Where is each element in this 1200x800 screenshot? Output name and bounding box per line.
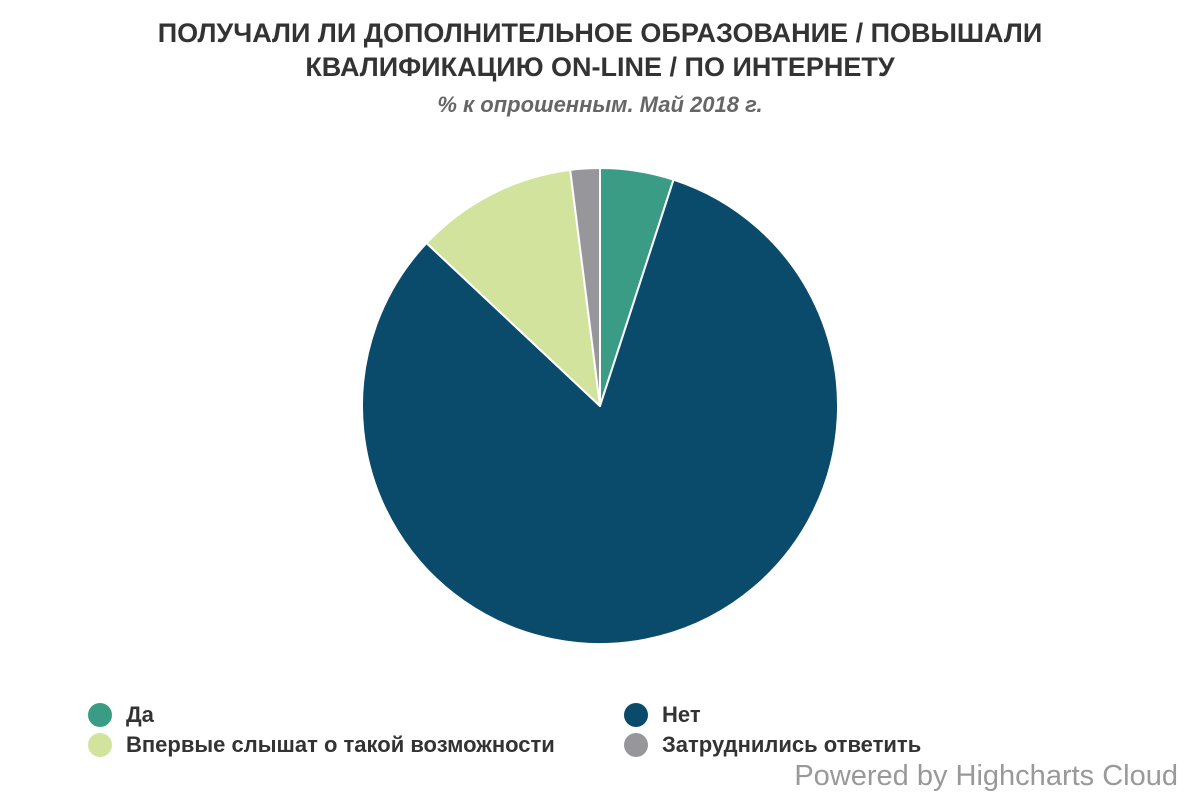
- chart-title-line-2: КВАЛИФИКАЦИЮ ON-LINE / ПО ИНТЕРНЕТУ: [305, 52, 895, 82]
- legend-label-first-time-heard: Впервые слышат о такой возможности: [126, 732, 555, 757]
- pie-slice-hard-to-answer[interactable]: [569, 167, 601, 407]
- legend-label-yes: Да: [126, 702, 154, 727]
- legend-marker-hard-to-answer: [624, 733, 648, 757]
- legend-item-no[interactable]: Нет: [624, 701, 701, 729]
- legend-marker-no: [624, 703, 648, 727]
- legend-marker-first-time-heard: [88, 733, 112, 757]
- legend-item-yes[interactable]: Да: [88, 701, 154, 729]
- legend-label-no: Нет: [662, 702, 701, 727]
- chart-subtitle: % к опрошенным. Май 2018 г.: [437, 92, 763, 117]
- legend-item-first-time-heard[interactable]: Впервые слышат о такой возможности: [88, 731, 555, 759]
- chart-title: ПОЛУЧАЛИ ЛИ ДОПОЛНИТЕЛЬНОЕ ОБРАЗОВАНИЕ /…: [0, 16, 1200, 84]
- chart-title-line-1: ПОЛУЧАЛИ ЛИ ДОПОЛНИТЕЛЬНОЕ ОБРАЗОВАНИЕ /…: [157, 18, 1043, 48]
- legend-item-hard-to-answer[interactable]: Затруднились ответить: [624, 731, 921, 759]
- pie-slice-first-time-heard[interactable]: [425, 168, 601, 407]
- pie-slice-no[interactable]: [361, 178, 839, 645]
- legend-marker-yes: [88, 703, 112, 727]
- credits-link[interactable]: Powered by Highcharts Cloud: [794, 760, 1178, 792]
- legend-label-hard-to-answer: Затруднились ответить: [662, 732, 922, 757]
